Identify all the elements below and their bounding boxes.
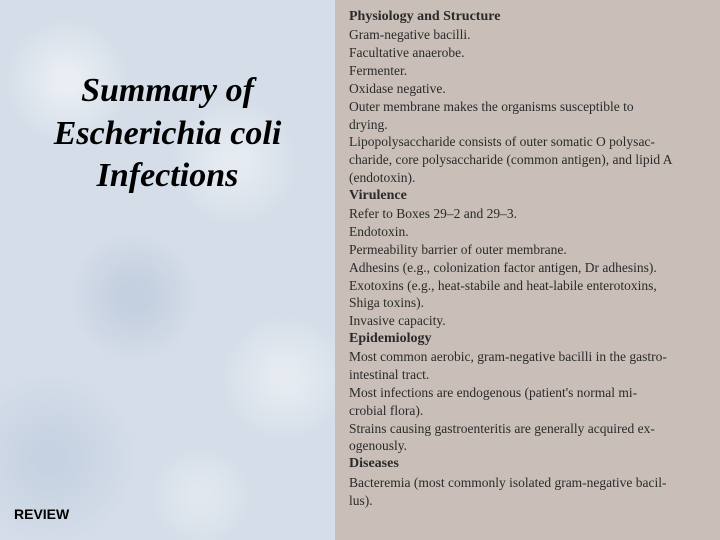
doc-line: crobial flora). [349,402,708,420]
title-line-2: Escherichia coli [15,113,320,156]
title-panel: Summary of Escherichia coli Infections R… [0,0,335,540]
doc-line: ogenously. [349,437,708,455]
section-heading: Physiology and Structure [349,8,708,26]
doc-line: lus). [349,492,708,510]
doc-line: Permeability barrier of outer membrane. [349,241,708,259]
doc-line: Most infections are endogenous (patient'… [349,384,708,402]
doc-line: Adhesins (e.g., colonization factor anti… [349,259,708,277]
doc-line: Facultative anaerobe. [349,44,708,62]
slide-title: Summary of Escherichia coli Infections [15,70,320,198]
doc-line: Shiga toxins). [349,294,708,312]
doc-line: Refer to Boxes 29–2 and 29–3. [349,205,708,223]
doc-line: Bacteremia (most commonly isolated gram-… [349,474,708,492]
title-line-1: Summary of [15,70,320,113]
doc-line: intestinal tract. [349,366,708,384]
doc-line: Strains causing gastroenteritis are gene… [349,420,708,438]
doc-line: Invasive capacity. [349,312,708,330]
title-line-3: Infections [15,155,320,198]
doc-line: (endotoxin). [349,169,708,187]
doc-line: Most common aerobic, gram-negative bacil… [349,348,708,366]
doc-line: Outer membrane makes the organisms susce… [349,98,708,116]
doc-line: Exotoxins (e.g., heat-stabile and heat-l… [349,277,708,295]
section-heading: Virulence [349,187,708,205]
doc-line: charide, core polysaccharide (common ant… [349,151,708,169]
doc-line: Fermenter. [349,62,708,80]
section-heading: Epidemiology [349,330,708,348]
footer-label: REVIEW [14,506,69,522]
document-panel: Physiology and StructureGram-negative ba… [335,0,720,540]
doc-line: Lipopolysaccharide consists of outer som… [349,133,708,151]
section-heading: Diseases [349,455,708,473]
doc-line: Endotoxin. [349,223,708,241]
doc-line: Oxidase negative. [349,80,708,98]
doc-line: drying. [349,116,708,134]
doc-line: Gram-negative bacilli. [349,26,708,44]
